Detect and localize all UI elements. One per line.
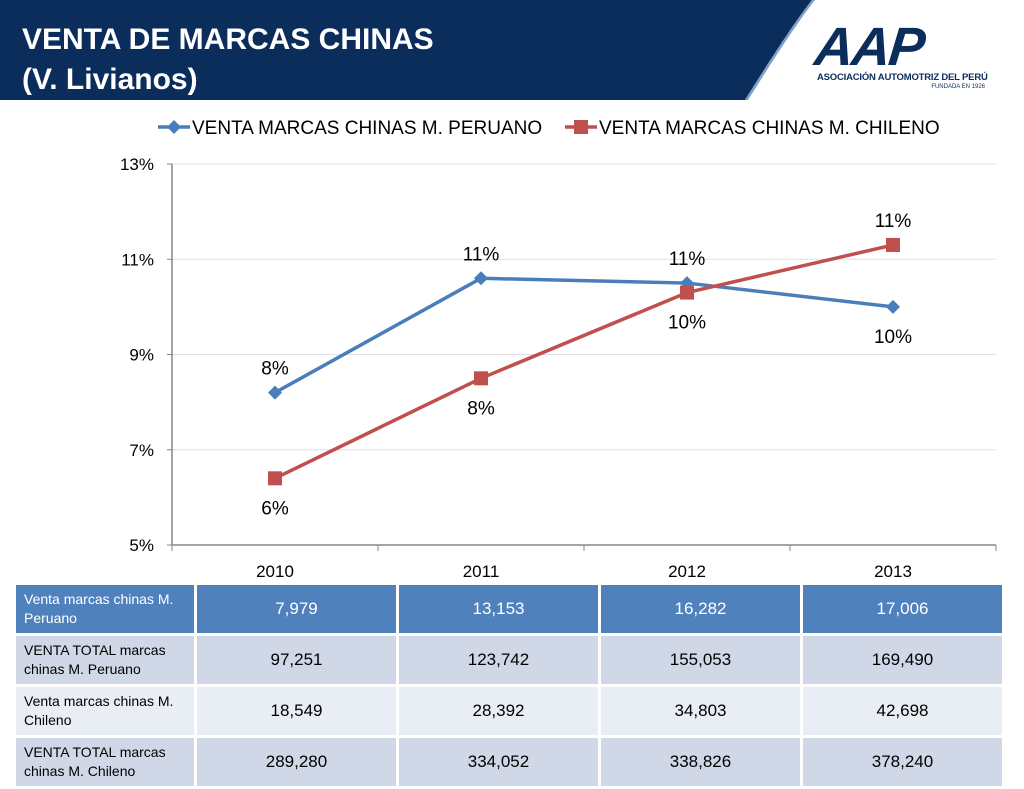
- data-label: 11%: [669, 249, 706, 270]
- data-label: 6%: [261, 498, 289, 519]
- table-cell: 7,979: [194, 582, 399, 636]
- table-cell: 123,742: [396, 633, 601, 687]
- logo-mark: AAP: [811, 17, 927, 77]
- table-cell: 42,698: [800, 684, 1005, 738]
- y-tick-label: 9%: [129, 346, 154, 365]
- table-cell: 18,549: [194, 684, 399, 738]
- table-cell: 169,490: [800, 633, 1005, 687]
- table-cell: 17,006: [800, 582, 1005, 636]
- row-label: VENTA TOTAL marcas chinas M. Peruano: [13, 633, 197, 687]
- slide-title-line1: VENTA DE MARCAS CHINAS: [22, 23, 434, 56]
- aap-logo: AAP ASOCIACIÓN AUTOMOTRIZ DEL PERÚ FUNDA…: [811, 17, 988, 95]
- row-label: Venta marcas chinas M. Peruano: [13, 582, 197, 636]
- slide-title: VENTA DE MARCAS CHINAS (V. Livianos): [22, 20, 434, 100]
- data-point: [474, 271, 488, 286]
- y-tick-label: 13%: [120, 155, 154, 174]
- data-label: 8%: [467, 398, 495, 419]
- table-cell: 34,803: [598, 684, 803, 738]
- logo-organization: ASOCIACIÓN AUTOMOTRIZ DEL PERÚ: [817, 72, 988, 83]
- table-cell: 13,153: [396, 582, 601, 636]
- y-tick-label: 7%: [129, 441, 154, 460]
- data-point: [268, 471, 282, 486]
- row-label: Venta marcas chinas M. Chileno: [13, 684, 197, 738]
- x-tick-label: 2013: [874, 562, 912, 581]
- data-label: 11%: [463, 244, 500, 265]
- legend-marker: [167, 120, 181, 134]
- table-row: VENTA TOTAL marcas chinas M. Peruano 97,2…: [13, 633, 1005, 687]
- y-tick-label: 5%: [129, 536, 154, 555]
- y-axis-ticks: 5% 7% 9% 11% 13%: [120, 155, 172, 555]
- table-cell: 16,282: [598, 582, 803, 636]
- table-cell: 97,251: [194, 633, 399, 687]
- data-point: [886, 299, 900, 314]
- legend-label: VENTA MARCAS CHINAS M. PERUANO: [192, 118, 542, 139]
- data-label: 10%: [874, 327, 912, 348]
- table-row: Venta marcas chinas M. Peruano 7,979 13,15…: [13, 582, 1005, 636]
- row-label: VENTA TOTAL marcas chinas M. Chileno: [13, 735, 197, 789]
- table-cell: 378,240: [800, 735, 1005, 789]
- data-point: [268, 385, 282, 400]
- data-label: 8%: [261, 359, 289, 380]
- x-axis-ticks: 2010 2011 2012 2013: [171, 545, 997, 581]
- chart-legend: VENTA MARCAS CHINAS M. PERUANO VENTA MARC…: [158, 118, 940, 139]
- x-tick-label: 2012: [668, 562, 706, 581]
- series-line: [274, 276, 894, 395]
- chart-series: 8% 11% 11% 10% 6% 8% 10% 11%: [261, 211, 912, 519]
- line-chart: VENTA MARCAS CHINAS M. PERUANO VENTA MARC…: [120, 118, 997, 581]
- series-2: 6% 8% 10% 11%: [261, 211, 911, 519]
- legend-item-1: VENTA MARCAS CHINAS M. PERUANO: [158, 118, 542, 139]
- table-cell: 289,280: [194, 735, 399, 789]
- table-cell: 155,053: [598, 633, 803, 687]
- y-tick-label: 11%: [121, 250, 154, 269]
- slide-title-line2: (V. Livianos): [22, 63, 198, 96]
- data-point: [680, 285, 694, 300]
- series-line: [274, 243, 894, 480]
- legend-label: VENTA MARCAS CHINAS M. CHILENO: [599, 118, 940, 139]
- data-label: 11%: [875, 211, 912, 232]
- legend-item-2: VENTA MARCAS CHINAS M. CHILENO: [565, 118, 940, 139]
- data-table: Venta marcas chinas M. Peruano 7,979 13,15…: [13, 582, 1005, 789]
- x-tick-label: 2010: [256, 562, 294, 581]
- logo-founded: FUNDADA EN 1926: [931, 84, 985, 90]
- table-cell: 334,052: [396, 735, 601, 789]
- table-row: Venta marcas chinas M. Chileno 18,549 28,3…: [13, 684, 1005, 738]
- table-row: VENTA TOTAL marcas chinas M. Chileno 289,…: [13, 735, 1005, 789]
- data-point: [886, 237, 900, 252]
- table-cell: 338,826: [598, 735, 803, 789]
- legend-marker: [574, 120, 588, 134]
- data-label: 10%: [668, 313, 706, 334]
- chart-gridlines: [172, 163, 996, 451]
- data-point: [474, 371, 488, 386]
- series-1: 8% 11% 11% 10%: [261, 244, 912, 400]
- x-tick-label: 2011: [463, 562, 500, 581]
- table-cell: 28,392: [396, 684, 601, 738]
- title-banner: [0, 0, 815, 100]
